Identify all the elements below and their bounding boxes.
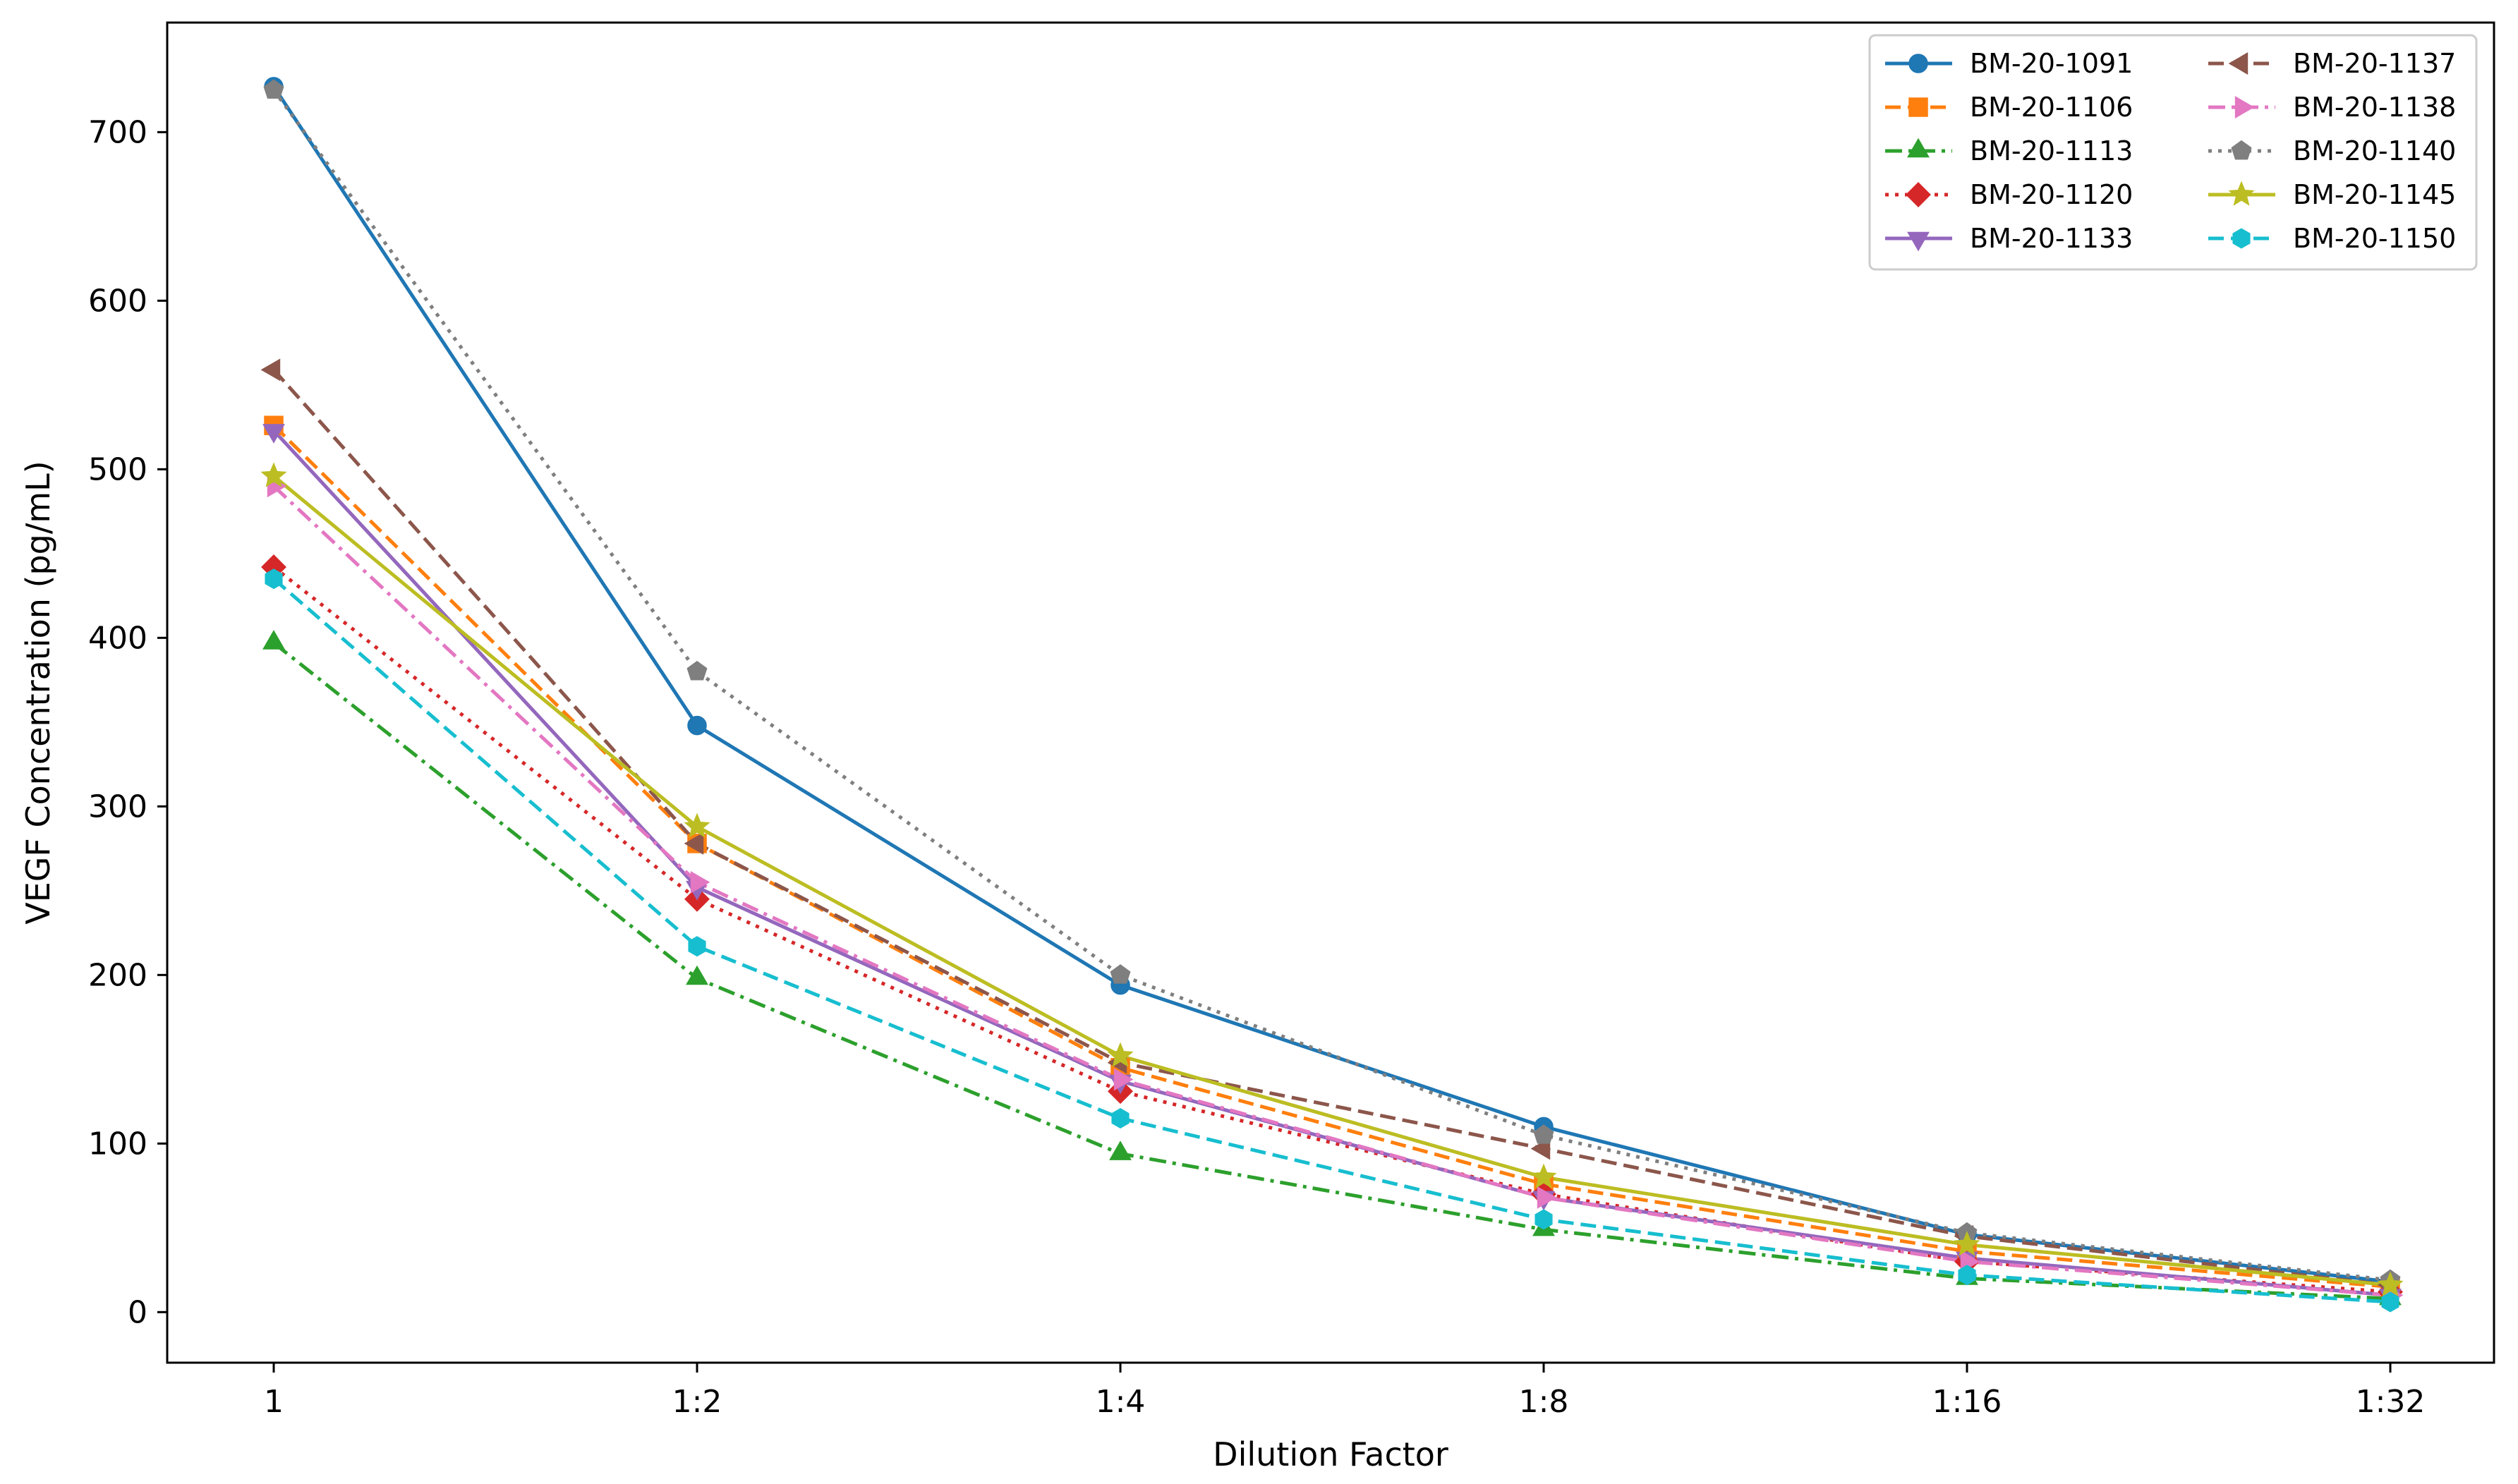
data-point-BM-20-1145-1:2 <box>684 813 710 838</box>
series-line-BM-20-1113 <box>272 641 2391 1301</box>
data-point-BM-20-1150-1:32 <box>2381 1291 2399 1313</box>
y-ticks-layer: 0 100 200 300 400 500 600 700 <box>88 114 167 1330</box>
x-tick-label: 1:32 <box>2356 1384 2426 1420</box>
y-tick-label: 0 <box>128 1294 147 1330</box>
data-point-BM-20-1091-1:2 <box>687 715 707 736</box>
legend-swatch-marker <box>2228 181 2255 206</box>
legend-label: BM-20-1113 <box>1970 135 2133 166</box>
x-tick-label: 1:8 <box>1519 1384 1569 1420</box>
series-line-BM-20-1091 <box>272 85 2391 1284</box>
legend-item-BM-20-1145[interactable]: BM-20-1145 <box>2208 179 2456 210</box>
plot-frame <box>166 21 2495 1364</box>
data-point-BM-20-1133-1 <box>262 424 285 444</box>
legend-label: BM-20-1138 <box>2293 92 2456 123</box>
legend-frame <box>1868 34 2478 271</box>
x-tick-label: 1 <box>264 1384 284 1420</box>
data-point-BM-20-1140-1 <box>263 79 284 99</box>
legend[interactable]: BM-20-1091 BM-20-1106 BM-20-1113 BM-20-1120… <box>1868 34 2478 271</box>
series-line-BM-20-1137 <box>272 368 2391 1287</box>
legend-label: BM-20-1140 <box>2293 135 2456 166</box>
legend-item-BM-20-1120[interactable]: BM-20-1120 <box>1885 179 2133 210</box>
legend-label: BM-20-1145 <box>2293 179 2456 210</box>
legend-item-BM-20-1150[interactable]: BM-20-1150 <box>2208 223 2456 254</box>
x-axis-label: Dilution Factor <box>1213 1435 1448 1473</box>
data-point-BM-20-1140-1:2 <box>686 660 708 681</box>
x-tick-label: 1:2 <box>672 1384 722 1420</box>
data-point-BM-20-1137-1 <box>260 358 281 382</box>
legend-swatch-marker <box>2228 52 2248 75</box>
legend-swatch-marker <box>1907 138 1930 158</box>
legend-label: BM-20-1091 <box>1970 48 2133 79</box>
legend-swatch-marker <box>1908 97 1928 117</box>
legend-label: BM-20-1133 <box>1970 223 2133 254</box>
series-line-BM-20-1120 <box>272 565 2391 1294</box>
series-line-BM-20-1150 <box>272 577 2391 1304</box>
legend-item-BM-20-1091[interactable]: BM-20-1091 <box>1885 48 2133 79</box>
y-tick-label: 200 <box>88 957 147 993</box>
y-tick-label: 100 <box>88 1126 147 1162</box>
series-markers-layer <box>260 77 2404 1313</box>
y-axis-label: VEGF Concentration (pg/mL) <box>19 461 57 925</box>
data-point-BM-20-1113-1:2 <box>686 965 708 985</box>
legend-label: BM-20-1150 <box>2293 223 2456 254</box>
data-point-BM-20-1140-1:4 <box>1110 964 1131 984</box>
series-line-BM-20-1145 <box>272 474 2391 1287</box>
legend-item-BM-20-1133[interactable]: BM-20-1133 <box>1885 223 2133 254</box>
x-tick-label: 1:16 <box>1932 1384 2002 1420</box>
data-point-BM-20-1140-1:8 <box>1533 1124 1554 1144</box>
y-tick-label: 600 <box>88 283 147 319</box>
legend-swatch-marker <box>2231 140 2252 160</box>
legend-item-BM-20-1106[interactable]: BM-20-1106 <box>1885 92 2133 123</box>
legend-items: BM-20-1091 BM-20-1106 BM-20-1113 BM-20-1120… <box>1885 48 2456 254</box>
series-line-BM-20-1138 <box>272 485 2391 1297</box>
data-point-BM-20-1150-1:8 <box>1535 1209 1553 1230</box>
y-tick-label: 700 <box>88 114 147 150</box>
x-ticks-layer: 1 1:2 1:4 1:8 1:16 1:32 <box>264 1363 2425 1420</box>
y-tick-label: 300 <box>88 789 147 825</box>
data-point-BM-20-1150-1:16 <box>1958 1265 1976 1286</box>
series-line-BM-20-1106 <box>272 424 2391 1289</box>
legend-item-BM-20-1113[interactable]: BM-20-1113 <box>1885 135 2133 166</box>
x-tick-label: 1:4 <box>1096 1384 1146 1420</box>
data-point-BM-20-1145-1:16 <box>1954 1231 1980 1256</box>
data-point-BM-20-1150-1:2 <box>688 936 706 957</box>
legend-swatch-marker <box>2234 96 2255 118</box>
data-point-BM-20-1150-1:4 <box>1111 1107 1130 1129</box>
data-point-BM-20-1145-1:8 <box>1530 1163 1557 1188</box>
legend-item-BM-20-1140[interactable]: BM-20-1140 <box>2208 135 2456 166</box>
y-tick-label: 500 <box>88 451 147 487</box>
legend-item-BM-20-1138[interactable]: BM-20-1138 <box>2208 92 2456 123</box>
data-point-BM-20-1138-1:2 <box>690 870 710 894</box>
legend-label: BM-20-1120 <box>1970 179 2133 210</box>
data-point-BM-20-1113-1:4 <box>1109 1141 1132 1160</box>
legend-label: BM-20-1106 <box>1970 92 2133 123</box>
data-point-BM-20-1138-1:8 <box>1537 1186 1557 1209</box>
data-point-BM-20-1150-1 <box>265 568 283 590</box>
legend-swatch-marker <box>1907 231 1930 252</box>
series-line-BM-20-1133 <box>272 429 2391 1297</box>
legend-swatch-marker <box>2232 228 2251 249</box>
data-point-BM-20-1145-1:32 <box>2377 1271 2404 1296</box>
data-point-BM-20-1145-1 <box>260 462 287 487</box>
legend-swatch-marker <box>1908 54 1928 73</box>
y-tick-label: 400 <box>88 620 147 656</box>
legend-label: BM-20-1137 <box>2293 48 2456 79</box>
series-lines-layer <box>272 85 2391 1304</box>
data-point-BM-20-1137-1:2 <box>684 832 704 855</box>
data-point-BM-20-1145-1:4 <box>1107 1042 1134 1067</box>
legend-swatch-marker <box>1906 182 1931 207</box>
data-point-BM-20-1113-1 <box>262 630 285 650</box>
legend-item-BM-20-1137[interactable]: BM-20-1137 <box>2208 48 2456 79</box>
data-point-BM-20-1138-1:4 <box>1113 1068 1134 1091</box>
axes-layer <box>166 21 2495 1364</box>
